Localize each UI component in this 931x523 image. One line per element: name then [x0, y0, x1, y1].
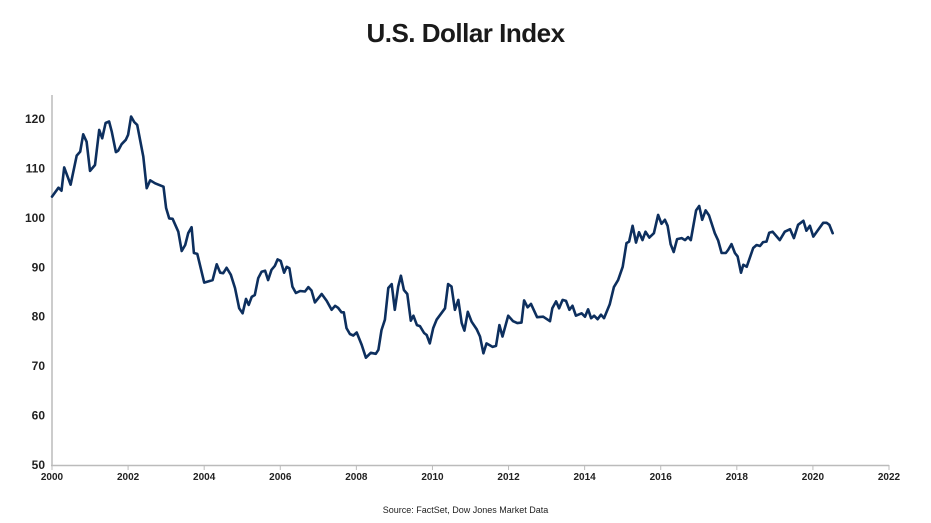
x-tick-label: 2008 [345, 472, 368, 483]
x-tick-label: 2002 [117, 472, 140, 483]
y-tick-label: 60 [32, 409, 46, 423]
x-tick-label: 2020 [802, 472, 825, 483]
source-note: Source: FactSet, Dow Jones Market Data [382, 505, 549, 515]
x-tick-label: 2016 [650, 472, 673, 483]
x-tick-label: 2022 [878, 472, 901, 483]
y-tick-label: 50 [32, 458, 46, 472]
y-tick-label: 100 [25, 211, 45, 225]
x-tick-label: 2006 [269, 472, 292, 483]
x-tick-label: 2000 [41, 472, 64, 483]
y-tick-label: 90 [32, 260, 46, 274]
x-tick-label: 2012 [497, 472, 520, 483]
y-tick-label: 110 [26, 161, 46, 175]
x-tick-labels: 2000 2002 2004 2006 2008 2010 2012 2014 2016 2018… [41, 465, 901, 483]
y-tick-labels: 50 60 70 80 90 100 110 120 [25, 112, 45, 472]
y-tick-label: 120 [25, 112, 45, 126]
y-tick-label: 80 [32, 310, 46, 324]
x-tick-label: 2018 [726, 472, 749, 483]
series-line-dollar-index [50, 115, 834, 359]
x-tick-label: 2004 [193, 472, 216, 483]
axes [51, 95, 889, 467]
x-tick-label: 2010 [421, 472, 444, 483]
chart-title: U.S. Dollar Index [366, 18, 565, 48]
y-tick-label: 70 [32, 359, 46, 373]
x-tick-label: 2014 [574, 472, 597, 483]
